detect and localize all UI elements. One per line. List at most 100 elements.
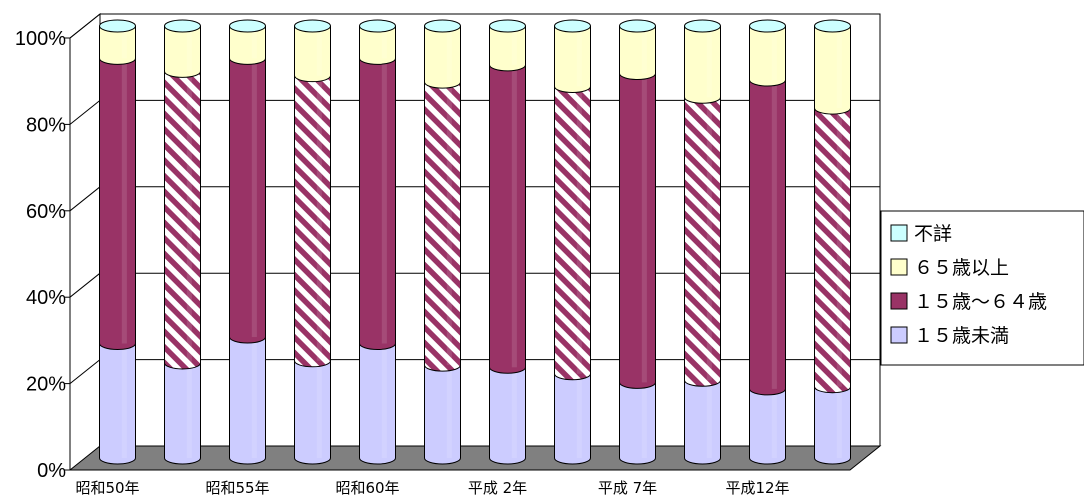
bar-segment	[814, 25, 851, 115]
bar-segment	[554, 85, 591, 381]
bar-segment	[99, 25, 136, 65]
bar-highlight	[706, 380, 712, 458]
bar-top-cap	[359, 19, 396, 33]
bar-highlight	[576, 26, 582, 87]
bar-top-cap	[424, 19, 461, 33]
plot-side-wall	[69, 12, 101, 470]
bar-segment	[229, 336, 266, 465]
y-tick-label: 80%	[26, 114, 66, 136]
bar-top-cap	[164, 19, 201, 33]
x-axis: 昭和50年 昭和55年 昭和60年 平成 2年 平成 7年 平成12年	[75, 479, 789, 497]
bar-segment	[554, 373, 591, 465]
bar-column	[684, 19, 721, 465]
legend-item: 不詳	[890, 223, 952, 245]
bar-column	[359, 19, 396, 465]
bar-highlight	[121, 343, 127, 458]
bar-segment	[684, 96, 721, 387]
bar-highlight	[706, 97, 712, 381]
legend-label: １５歳未満	[914, 325, 1009, 347]
bar-highlight	[771, 26, 777, 80]
bar-highlight	[836, 108, 842, 387]
x-tick-label: 平成 2年	[468, 479, 527, 497]
bar-highlight	[251, 58, 257, 338]
bar-highlight	[576, 86, 582, 374]
bar-highlight	[316, 75, 322, 361]
legend-label: １５歳～６４歳	[914, 291, 1047, 313]
bar-segment	[684, 25, 721, 104]
bar-segment	[164, 70, 201, 370]
bar-highlight	[186, 26, 192, 72]
bar-highlight	[121, 58, 127, 344]
gridline-side	[69, 359, 101, 384]
bar-segment	[424, 81, 461, 372]
bar-column	[164, 19, 201, 465]
bar-top-cap	[229, 19, 266, 33]
bar-segment	[359, 343, 396, 465]
bar-highlight	[446, 26, 452, 83]
bar-highlight	[511, 367, 517, 458]
bar-segment	[164, 362, 201, 465]
bar-segment	[99, 343, 136, 465]
legend-label: ６５歳以上	[914, 257, 1009, 279]
bar-highlight	[316, 26, 322, 76]
bar-segment	[814, 107, 851, 394]
x-tick-label: 昭和50年	[75, 479, 139, 497]
legend-item: １５歳未満	[890, 325, 1009, 347]
y-tick-label: 60%	[26, 201, 66, 223]
y-tick-label: 0%	[37, 460, 66, 482]
bar-segment	[684, 379, 721, 465]
bar-highlight	[641, 73, 647, 383]
bar-highlight	[186, 71, 192, 363]
bar-segment	[554, 25, 591, 93]
bar-highlight	[576, 373, 582, 458]
bar-highlight	[836, 386, 842, 458]
x-tick-label: 平成12年	[725, 479, 789, 497]
bar-segment	[814, 386, 851, 465]
bar-segment	[294, 75, 331, 368]
y-tick-label: 20%	[26, 374, 66, 396]
bar-highlight	[836, 26, 842, 109]
bar-segment	[229, 25, 266, 65]
bar-segment	[294, 360, 331, 465]
bar-top-cap	[684, 19, 721, 33]
bar-segment	[749, 25, 786, 87]
bar-highlight	[251, 26, 257, 59]
bar-highlight	[186, 362, 192, 458]
bar-top-cap	[489, 19, 526, 33]
bar-highlight	[511, 64, 517, 368]
gridline-side	[69, 186, 101, 212]
bar-column	[814, 19, 851, 465]
legend-swatch	[890, 326, 908, 344]
bar-segment	[424, 364, 461, 465]
bar-highlight	[446, 365, 452, 458]
bar-highlight	[251, 337, 257, 458]
bar-column	[424, 19, 461, 465]
y-tick-label: 100%	[15, 28, 66, 50]
bar-highlight	[316, 360, 322, 458]
x-tick-label: 平成 7年	[598, 479, 657, 497]
gridline-side	[69, 13, 101, 39]
bar-column	[554, 19, 591, 465]
gridline-side	[69, 100, 101, 125]
bar-highlight	[771, 388, 777, 458]
bar-segment	[489, 25, 526, 72]
bar-highlight	[381, 343, 387, 458]
legend-item: ６５歳以上	[890, 257, 1009, 279]
y-tick-label: 40%	[26, 287, 66, 309]
legend: 不詳 ６５歳以上 １５歳～６４歳 １５歳未満	[880, 210, 1084, 366]
bar-segment	[424, 25, 461, 89]
y-axis: 0% 20% 40% 60% 80% 100%	[15, 28, 70, 482]
bar-segment	[749, 79, 786, 396]
legend-box	[880, 210, 1084, 366]
bar-segment	[164, 25, 201, 78]
bar-segment	[749, 388, 786, 465]
bar-column	[229, 19, 266, 465]
bar-highlight	[641, 382, 647, 458]
bar-column	[489, 19, 526, 465]
bar-highlight	[121, 26, 127, 59]
legend-swatch	[890, 224, 908, 242]
legend-label: 不詳	[914, 223, 952, 245]
legend-swatch	[890, 292, 908, 310]
bar-highlight	[381, 58, 387, 344]
